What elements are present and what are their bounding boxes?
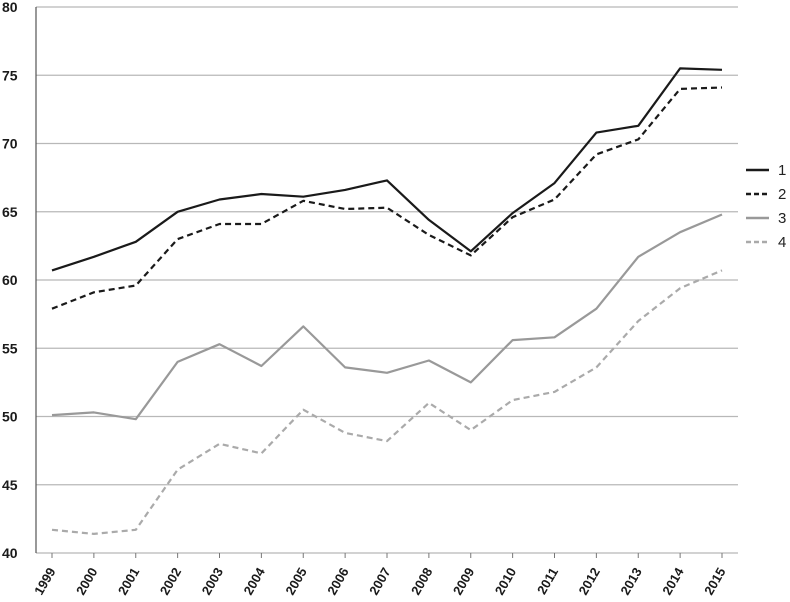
x-tick-label: 2012 (576, 565, 603, 598)
x-tick-label: 2005 (282, 565, 309, 598)
y-tick-label: 70 (2, 136, 18, 152)
x-tick-label: 1999 (31, 565, 58, 598)
legend-label: 1 (778, 162, 786, 179)
y-tick-label: 55 (2, 340, 18, 356)
legend: 1 2 3 4 (746, 162, 786, 251)
y-tick-label: 50 (2, 409, 18, 425)
legend-label: 4 (778, 234, 786, 251)
y-tick-label: 45 (2, 477, 18, 493)
x-tick-label: 2000 (73, 565, 100, 598)
x-tick-label: 2006 (324, 565, 351, 598)
y-tick-label: 60 (2, 272, 18, 288)
legend-label: 2 (778, 186, 786, 203)
x-tick-label: 2009 (450, 565, 477, 598)
series-line-2 (51, 86, 723, 310)
x-tick-label: 2015 (701, 565, 728, 598)
series-line-4 (51, 269, 723, 536)
x-tick-label: 2008 (408, 565, 435, 598)
x-tick-label: 2013 (617, 565, 644, 598)
legend-label: 3 (778, 210, 786, 227)
x-tick-label: 2004 (241, 564, 269, 597)
x-tick-label: 2007 (366, 565, 393, 598)
y-axis: 40 45 50 55 60 65 70 75 80 (2, 0, 37, 561)
series-line-3 (51, 213, 723, 421)
x-axis: 1999 2000 2001 2002 2003 2004 2005 2006 2007 2008… (31, 553, 729, 598)
grid-lines (36, 6, 738, 554)
y-tick-label: 40 (2, 545, 18, 561)
x-tick-label: 2002 (157, 565, 184, 598)
x-tick-label: 2011 (534, 565, 561, 597)
series-layer (51, 67, 723, 536)
x-tick-label: 2003 (199, 565, 226, 598)
y-tick-label: 75 (2, 67, 18, 83)
x-tick-label: 2001 (115, 565, 142, 598)
y-tick-label: 80 (2, 0, 18, 15)
y-tick-label: 65 (2, 204, 18, 220)
series-line-1 (51, 67, 723, 272)
x-tick-label: 2010 (492, 565, 519, 598)
x-tick-label: 2014 (659, 564, 687, 597)
